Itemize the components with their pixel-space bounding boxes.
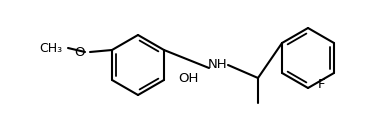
Text: CH₃: CH₃: [39, 42, 62, 54]
Text: NH: NH: [208, 59, 228, 72]
Text: F: F: [318, 78, 326, 91]
Text: O: O: [74, 45, 85, 59]
Text: OH: OH: [178, 72, 199, 84]
